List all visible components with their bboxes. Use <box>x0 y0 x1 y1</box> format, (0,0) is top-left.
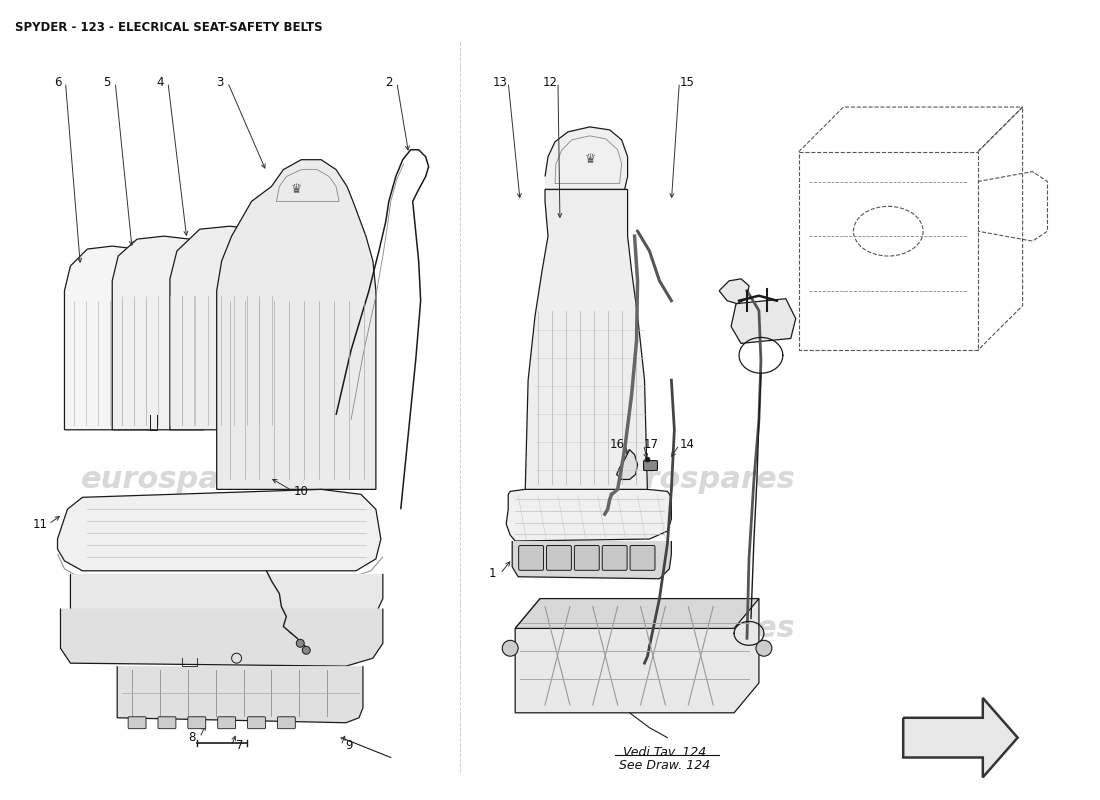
FancyBboxPatch shape <box>158 717 176 729</box>
Text: ♛: ♛ <box>290 183 301 196</box>
PathPatch shape <box>118 666 363 722</box>
FancyBboxPatch shape <box>644 461 658 470</box>
FancyBboxPatch shape <box>128 717 146 729</box>
Text: 14: 14 <box>680 438 695 451</box>
FancyBboxPatch shape <box>188 717 206 729</box>
Text: eurospares: eurospares <box>603 465 795 494</box>
Text: 8: 8 <box>188 731 196 744</box>
PathPatch shape <box>169 226 276 430</box>
Text: eurospares: eurospares <box>603 614 795 643</box>
PathPatch shape <box>513 541 671 578</box>
Text: 2: 2 <box>385 76 393 89</box>
Text: 17: 17 <box>644 438 659 451</box>
PathPatch shape <box>57 490 381 571</box>
PathPatch shape <box>515 598 759 713</box>
Circle shape <box>756 640 772 656</box>
PathPatch shape <box>506 490 671 541</box>
Text: See Draw. 124: See Draw. 124 <box>619 759 710 773</box>
Text: 13: 13 <box>493 76 508 89</box>
Text: 4: 4 <box>156 76 164 89</box>
Circle shape <box>645 457 650 462</box>
Text: 9: 9 <box>345 739 353 752</box>
PathPatch shape <box>544 127 628 190</box>
PathPatch shape <box>217 160 376 490</box>
FancyBboxPatch shape <box>602 546 627 570</box>
FancyBboxPatch shape <box>630 546 654 570</box>
FancyBboxPatch shape <box>218 717 235 729</box>
Text: ♛: ♛ <box>584 153 595 166</box>
Circle shape <box>296 639 305 647</box>
PathPatch shape <box>60 609 383 666</box>
PathPatch shape <box>65 246 152 430</box>
Text: 12: 12 <box>542 76 558 89</box>
PathPatch shape <box>525 190 648 494</box>
FancyBboxPatch shape <box>277 717 295 729</box>
PathPatch shape <box>903 698 1018 778</box>
PathPatch shape <box>732 298 795 343</box>
Text: Vedi Tav. 124: Vedi Tav. 124 <box>623 746 706 758</box>
Text: 10: 10 <box>294 485 309 498</box>
PathPatch shape <box>112 236 204 430</box>
PathPatch shape <box>638 658 659 666</box>
Text: 16: 16 <box>610 438 625 451</box>
Text: 15: 15 <box>680 76 695 89</box>
Text: 3: 3 <box>216 76 223 89</box>
Text: 1: 1 <box>488 567 496 580</box>
FancyBboxPatch shape <box>519 546 543 570</box>
FancyBboxPatch shape <box>248 717 265 729</box>
PathPatch shape <box>515 598 759 629</box>
FancyBboxPatch shape <box>547 546 571 570</box>
PathPatch shape <box>70 574 383 623</box>
Text: eurospares: eurospares <box>80 604 273 633</box>
FancyBboxPatch shape <box>574 546 600 570</box>
Circle shape <box>302 646 310 654</box>
PathPatch shape <box>617 450 638 479</box>
Text: 11: 11 <box>33 518 48 530</box>
Text: 6: 6 <box>54 76 62 89</box>
Text: SPYDER - 123 - ELECRICAL SEAT-SAFETY BELTS: SPYDER - 123 - ELECRICAL SEAT-SAFETY BEL… <box>14 21 322 34</box>
PathPatch shape <box>719 279 749 304</box>
Text: 5: 5 <box>103 76 111 89</box>
Circle shape <box>503 640 518 656</box>
Text: eurospares: eurospares <box>80 465 273 494</box>
Text: 7: 7 <box>235 739 243 752</box>
